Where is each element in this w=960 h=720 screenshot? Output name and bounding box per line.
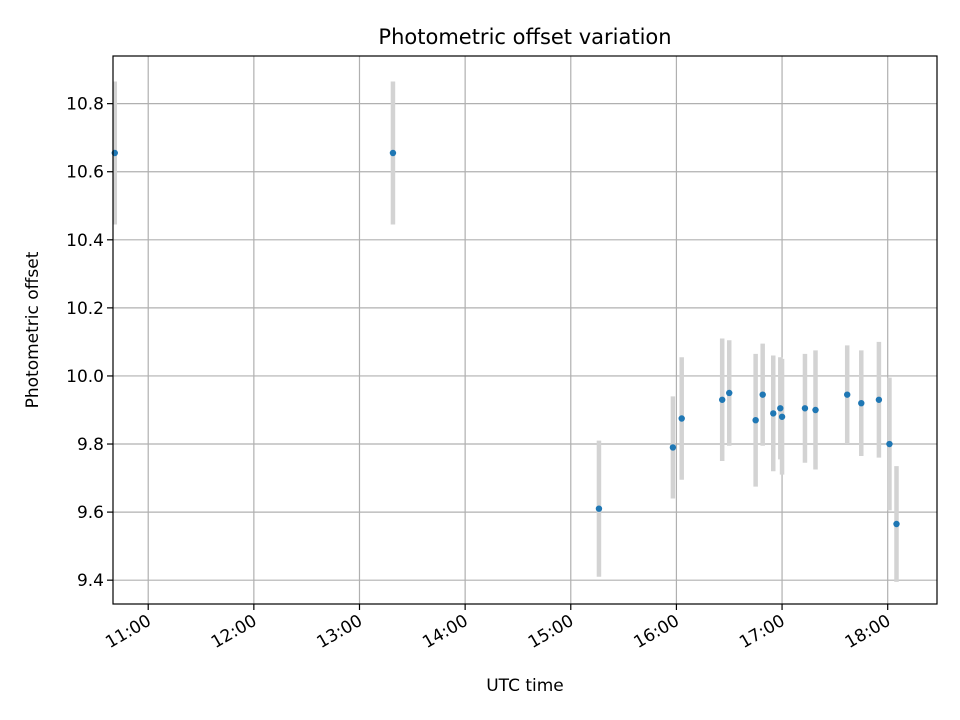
x-tick-label: 14:00 bbox=[419, 611, 471, 653]
data-point bbox=[886, 440, 893, 448]
y-axis-ticks: 9.4 9.6 9.8 10.0 10.2 10.4 10.6 10.8 bbox=[66, 95, 113, 591]
y-tick-label: 10.4 bbox=[66, 231, 104, 251]
y-tick-label: 10.6 bbox=[66, 163, 104, 183]
y-tick-label: 10.8 bbox=[66, 95, 104, 115]
x-tick-label: 16:00 bbox=[630, 611, 682, 653]
data-point bbox=[875, 396, 883, 403]
y-tick-label: 10.0 bbox=[66, 367, 104, 387]
data-point bbox=[858, 399, 865, 407]
data-point bbox=[752, 416, 759, 424]
data-points bbox=[111, 149, 900, 528]
y-tick-label: 9.6 bbox=[77, 503, 104, 523]
data-point bbox=[801, 405, 809, 412]
x-tick-label: 13:00 bbox=[314, 611, 366, 653]
x-axis-label: UTC time bbox=[486, 676, 564, 696]
plot-frame bbox=[112, 55, 938, 605]
x-tick-label: 15:00 bbox=[525, 611, 577, 653]
y-tick-label: 9.8 bbox=[77, 435, 104, 455]
x-tick-label: 18:00 bbox=[842, 611, 894, 653]
data-point bbox=[595, 505, 603, 512]
data-point bbox=[812, 406, 819, 414]
data-point bbox=[759, 391, 766, 398]
data-point bbox=[718, 396, 726, 403]
data-point bbox=[777, 405, 784, 412]
y-axis-label: Photometric offset bbox=[23, 251, 43, 408]
data-point bbox=[893, 520, 900, 528]
x-tick-label: 17:00 bbox=[736, 611, 788, 653]
x-tick-label: 11:00 bbox=[102, 611, 154, 653]
data-point bbox=[778, 413, 786, 420]
x-axis-ticks: 11:00 12:00 13:00 14:00 15:00 16:00 17:00 18:00 bbox=[102, 604, 894, 653]
data-point bbox=[678, 415, 685, 422]
error-bars bbox=[112, 81, 899, 582]
grid bbox=[113, 56, 937, 604]
y-tick-label: 10.2 bbox=[66, 299, 104, 319]
data-point bbox=[770, 410, 777, 417]
chart-title: Photometric offset variation bbox=[378, 25, 671, 49]
data-point bbox=[669, 444, 677, 451]
data-point bbox=[844, 391, 851, 398]
y-tick-label: 9.4 bbox=[77, 571, 104, 591]
data-point bbox=[726, 389, 733, 397]
x-tick-label: 12:00 bbox=[208, 611, 260, 653]
data-point bbox=[389, 149, 397, 157]
